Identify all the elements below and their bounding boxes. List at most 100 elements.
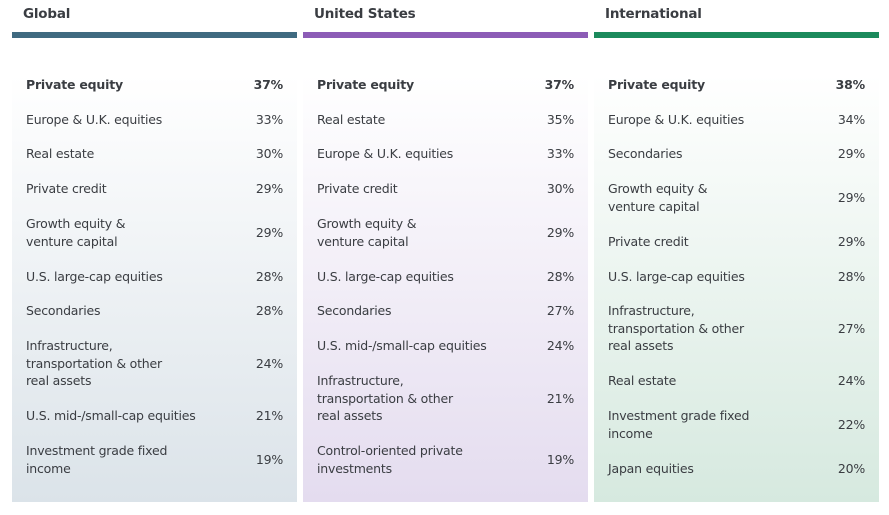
list-item: Europe & U.K. equities 33% <box>26 102 283 137</box>
column-title: Global <box>23 6 71 22</box>
asset-class-label: Private equity <box>317 76 414 92</box>
column-accent-bar <box>303 32 588 38</box>
asset-class-label: Europe & U.K. equities <box>608 111 745 127</box>
asset-class-label: Private equity <box>26 76 123 92</box>
percentage-value: 38% <box>835 76 866 92</box>
percentage-value: 19% <box>255 451 283 467</box>
list-item: Real estate 24% <box>608 364 865 399</box>
ranking-list: Private equity 37% Real estate 35% Europe & … <box>317 67 574 486</box>
asset-class-label: Japan equities <box>608 460 694 476</box>
percentage-value: 24% <box>255 355 283 371</box>
list-item: Growth equity & venture capital 29% <box>317 207 574 259</box>
asset-class-label: U.S. large-cap equities <box>608 268 745 284</box>
list-item: Secondaries 29% <box>608 137 865 172</box>
percentage-value: 24% <box>837 373 865 389</box>
percentage-value: 33% <box>546 146 574 162</box>
asset-class-label: Real estate <box>317 111 386 127</box>
asset-class-label: Growth equity & venture capital <box>608 181 708 214</box>
column-accent-bar <box>594 32 879 38</box>
column-accent-bar <box>12 32 297 38</box>
asset-class-label: U.S. large-cap equities <box>26 268 163 284</box>
percentage-value: 28% <box>255 303 283 319</box>
percentage-value: 24% <box>546 338 574 354</box>
asset-class-label: Control-oriented private investments <box>317 443 463 476</box>
percentage-value: 27% <box>837 320 865 336</box>
percentage-value: 22% <box>837 416 865 432</box>
asset-class-label: Real estate <box>608 373 677 389</box>
percentage-value: 37% <box>253 76 284 92</box>
percentage-value: 37% <box>544 76 575 92</box>
percentage-value: 28% <box>837 268 865 284</box>
asset-class-label: Infrastructure, transportation & other r… <box>608 303 744 354</box>
list-item: Infrastructure, transportation & other r… <box>608 294 865 364</box>
asset-class-label: Europe & U.K. equities <box>26 111 163 127</box>
percentage-value: 21% <box>546 390 574 406</box>
list-item: U.S. large-cap equities 28% <box>608 259 865 294</box>
column-global: Global Private equity 37% Europe & U.K. eq… <box>12 0 297 502</box>
list-item: Control-oriented private investments 19% <box>317 433 574 485</box>
asset-class-label: U.S. mid-/small-cap equities <box>26 408 196 424</box>
asset-class-label: Europe & U.K. equities <box>317 146 454 162</box>
percentage-value: 29% <box>837 190 865 206</box>
list-item: U.S. mid-/small-cap equities 24% <box>317 329 574 364</box>
percentage-value: 33% <box>255 111 283 127</box>
percentage-value: 30% <box>546 181 574 197</box>
asset-class-label: Infrastructure, transportation & other r… <box>317 373 453 424</box>
asset-class-label: U.S. mid-/small-cap equities <box>317 338 487 354</box>
asset-class-label: Investment grade fixed income <box>608 408 750 441</box>
list-item: Europe & U.K. equities 33% <box>317 137 574 172</box>
percentage-value: 35% <box>546 111 574 127</box>
asset-class-label: Secondaries <box>608 146 683 162</box>
list-item: Japan equities 20% <box>608 451 865 486</box>
percentage-value: 28% <box>546 268 574 284</box>
list-item: Secondaries 27% <box>317 294 574 329</box>
percentage-value: 34% <box>837 111 865 127</box>
asset-class-label: Secondaries <box>26 303 101 319</box>
percentage-value: 29% <box>255 224 283 240</box>
asset-class-label: Secondaries <box>317 303 392 319</box>
percentage-value: 30% <box>255 146 283 162</box>
list-item: U.S. large-cap equities 28% <box>26 259 283 294</box>
asset-class-label: Investment grade fixed income <box>26 443 168 476</box>
percentage-value: 20% <box>837 460 865 476</box>
column-panel <box>594 38 879 502</box>
list-item: Private equity 37% <box>317 67 574 102</box>
list-item: Private equity 37% <box>26 67 283 102</box>
list-item: Infrastructure, transportation & other r… <box>26 329 283 399</box>
asset-class-label: Private credit <box>317 181 398 197</box>
list-item: Private credit 29% <box>26 172 283 207</box>
asset-class-label: Private equity <box>608 76 705 92</box>
asset-class-label: Private credit <box>26 181 107 197</box>
list-item: U.S. mid-/small-cap equities 21% <box>26 399 283 434</box>
ranking-list: Private equity 37% Europe & U.K. equities 3… <box>26 67 283 486</box>
list-item: Infrastructure, transportation & other r… <box>317 364 574 434</box>
column-title: International <box>605 6 702 22</box>
list-item: Real estate 35% <box>317 102 574 137</box>
percentage-value: 27% <box>546 303 574 319</box>
percentage-value: 29% <box>837 146 865 162</box>
list-item: Private credit 30% <box>317 172 574 207</box>
column-panel <box>12 38 297 502</box>
list-item: Private equity 38% <box>608 67 865 102</box>
list-item: Secondaries 28% <box>26 294 283 329</box>
list-item: Investment grade fixed income 19% <box>26 433 283 485</box>
percentage-value: 28% <box>255 268 283 284</box>
asset-class-label: U.S. large-cap equities <box>317 268 454 284</box>
percentage-value: 29% <box>837 233 865 249</box>
column-title: United States <box>314 6 416 22</box>
list-item: U.S. large-cap equities 28% <box>317 259 574 294</box>
asset-class-label: Infrastructure, transportation & other r… <box>26 338 162 389</box>
list-item: Investment grade fixed income 22% <box>608 399 865 451</box>
asset-class-label: Growth equity & venture capital <box>26 216 126 249</box>
asset-class-label: Real estate <box>26 146 95 162</box>
column-international: International Private equity 38% Europe & … <box>594 0 879 502</box>
ranking-list: Private equity 38% Europe & U.K. equities 3… <box>608 67 865 486</box>
percentage-value: 19% <box>546 451 574 467</box>
list-item: Real estate 30% <box>26 137 283 172</box>
percentage-value: 29% <box>546 224 574 240</box>
list-item: Growth equity & venture capital 29% <box>608 172 865 224</box>
percentage-value: 29% <box>255 181 283 197</box>
column-united-states: United States Private equity 37% Real esta… <box>303 0 588 502</box>
percentage-value: 21% <box>255 408 283 424</box>
list-item: Private credit 29% <box>608 224 865 259</box>
